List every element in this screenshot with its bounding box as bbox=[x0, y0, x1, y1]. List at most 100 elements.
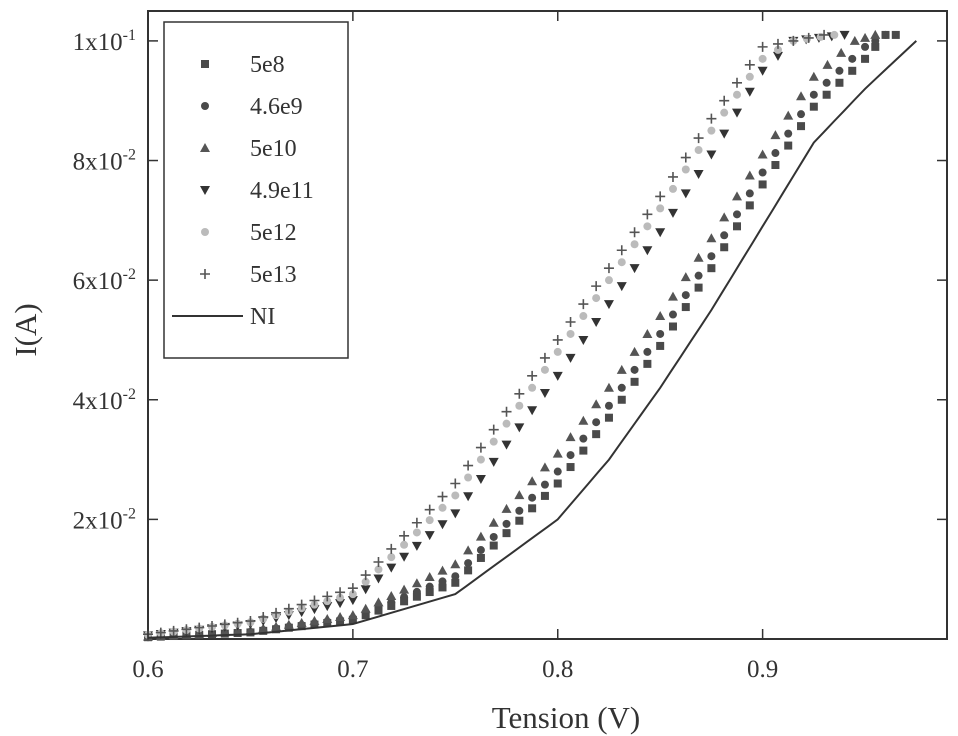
data-point bbox=[347, 596, 358, 606]
data-point bbox=[604, 276, 613, 285]
data-point bbox=[707, 126, 716, 135]
data-point bbox=[514, 423, 525, 433]
data-point bbox=[694, 271, 703, 280]
data-point bbox=[360, 570, 371, 581]
data-point bbox=[360, 603, 371, 613]
data-point bbox=[630, 377, 639, 386]
series-NI bbox=[147, 40, 917, 639]
data-point bbox=[809, 90, 818, 99]
data-point bbox=[283, 603, 294, 614]
data-point bbox=[438, 577, 447, 586]
y-tick-base: 6x10 bbox=[73, 268, 123, 295]
data-point bbox=[758, 180, 767, 189]
data-point bbox=[476, 546, 485, 555]
data-point bbox=[667, 208, 678, 218]
data-point bbox=[540, 491, 549, 500]
data-point bbox=[861, 42, 870, 51]
data-point bbox=[566, 329, 575, 338]
data-point bbox=[707, 252, 716, 261]
data-point bbox=[181, 624, 192, 635]
data-point bbox=[438, 583, 447, 592]
data-point bbox=[399, 584, 410, 594]
data-point bbox=[773, 45, 782, 54]
data-point bbox=[489, 532, 498, 541]
plot-frame bbox=[147, 10, 948, 640]
legend-marker bbox=[200, 269, 210, 279]
data-point bbox=[770, 130, 781, 140]
data-point bbox=[680, 152, 691, 163]
data-point bbox=[309, 615, 320, 625]
y-tick-exponent: -2 bbox=[123, 147, 136, 164]
data-point bbox=[539, 389, 550, 399]
legend-marker bbox=[200, 186, 210, 195]
legend-label: 5e8 bbox=[250, 52, 285, 78]
x-tick-label: 0.6 bbox=[132, 656, 163, 683]
data-point bbox=[463, 492, 474, 502]
data-point bbox=[514, 490, 525, 500]
data-point bbox=[720, 243, 729, 252]
data-point bbox=[592, 294, 601, 303]
data-point bbox=[891, 30, 900, 39]
data-point bbox=[797, 122, 806, 131]
data-point bbox=[680, 189, 691, 199]
data-point bbox=[451, 578, 460, 587]
data-point bbox=[245, 616, 256, 627]
data-point bbox=[848, 54, 857, 63]
y-tick-exponent: -1 bbox=[123, 27, 136, 44]
data-point bbox=[515, 506, 524, 515]
data-point bbox=[552, 448, 563, 458]
data-point bbox=[463, 545, 474, 555]
data-point bbox=[732, 77, 743, 88]
data-point bbox=[680, 272, 691, 282]
data-point bbox=[745, 201, 754, 210]
data-point bbox=[578, 415, 589, 425]
data-point bbox=[803, 32, 814, 43]
data-point bbox=[424, 531, 435, 541]
data-point bbox=[861, 54, 870, 63]
data-point bbox=[425, 516, 434, 525]
data-point bbox=[232, 617, 243, 628]
y-tick-label: 8x10-2 bbox=[73, 147, 136, 176]
data-point bbox=[603, 382, 614, 392]
data-point bbox=[819, 29, 830, 40]
data-point bbox=[360, 585, 371, 595]
data-point bbox=[720, 108, 729, 117]
data-point bbox=[835, 78, 844, 87]
data-point bbox=[450, 478, 461, 489]
data-point bbox=[757, 41, 768, 52]
data-point bbox=[566, 451, 575, 460]
data-point bbox=[515, 401, 524, 410]
data-point bbox=[412, 528, 421, 537]
data-point bbox=[322, 602, 333, 612]
data-point bbox=[822, 78, 831, 87]
data-point bbox=[514, 388, 525, 399]
data-point bbox=[655, 311, 666, 321]
data-point bbox=[744, 59, 755, 70]
data-point bbox=[803, 34, 812, 43]
data-point bbox=[592, 418, 601, 427]
data-point bbox=[565, 317, 576, 328]
data-point bbox=[502, 529, 511, 538]
x-tick-label: 0.7 bbox=[337, 656, 368, 683]
legend-label: 5e10 bbox=[250, 136, 297, 162]
series-line bbox=[147, 40, 917, 639]
data-point bbox=[591, 399, 602, 409]
data-point bbox=[348, 590, 357, 599]
data-point bbox=[578, 299, 589, 310]
data-point bbox=[271, 607, 282, 618]
data-point bbox=[579, 434, 588, 443]
data-point bbox=[335, 587, 346, 598]
y-tick-label: 2x10-2 bbox=[73, 505, 136, 534]
data-point bbox=[617, 258, 626, 267]
data-point bbox=[400, 597, 409, 606]
data-point bbox=[706, 150, 717, 160]
data-point bbox=[399, 530, 410, 541]
y-axis-title: I(A) bbox=[8, 303, 43, 356]
legend-marker bbox=[200, 143, 210, 152]
data-point bbox=[258, 623, 269, 633]
data-point bbox=[668, 310, 677, 319]
data-point bbox=[539, 462, 550, 472]
data-point bbox=[744, 87, 755, 97]
data-point bbox=[553, 479, 562, 488]
data-point bbox=[783, 110, 794, 120]
